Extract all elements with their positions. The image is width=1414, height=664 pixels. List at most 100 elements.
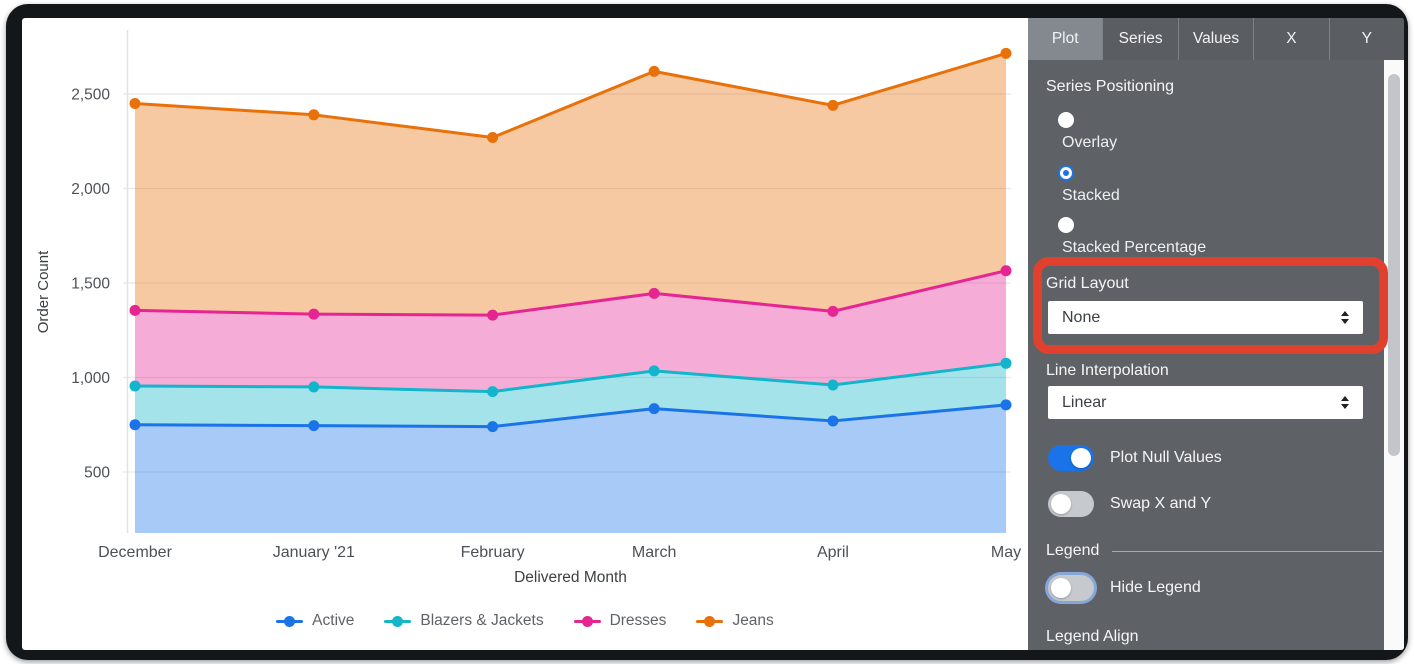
data-point[interactable]	[648, 403, 660, 415]
data-point[interactable]	[648, 365, 660, 377]
series-line-jeans	[133, 51, 1008, 139]
window-frame: 500 1,000 1,500 2,000 2,500 December January '…	[6, 4, 1408, 660]
plot-null-values-toggle[interactable]	[1048, 445, 1094, 471]
data-point[interactable]	[827, 379, 839, 391]
data-point[interactable]	[129, 419, 141, 431]
tab-x[interactable]: X	[1253, 18, 1328, 60]
legend-item-blazers-jackets[interactable]: Blazers & Jackets	[384, 612, 544, 630]
hide-legend-toggle[interactable]	[1048, 575, 1094, 601]
data-point[interactable]	[1000, 265, 1012, 277]
tab-y[interactable]: Y	[1328, 18, 1404, 60]
legend-marker-icon	[573, 615, 601, 627]
legend-section-divider	[1112, 551, 1382, 552]
data-point[interactable]	[1000, 399, 1012, 411]
area-band-active	[135, 404, 1006, 533]
series-line-blazers-jackets	[133, 361, 1008, 394]
legend-marker-icon	[696, 615, 724, 627]
legend-item-jeans[interactable]: Jeans	[696, 612, 774, 630]
data-point[interactable]	[308, 381, 320, 393]
radio-stacked-circle[interactable]	[1058, 165, 1074, 181]
y-axis-title: Order Count	[35, 250, 52, 333]
updown-arrows-icon	[1341, 311, 1349, 324]
line-interpolation-select[interactable]: Linear	[1048, 386, 1363, 419]
data-point[interactable]	[308, 420, 320, 432]
legend-marker-icon	[276, 615, 304, 627]
data-point[interactable]	[129, 97, 141, 109]
y-tick-label: 1,500	[71, 275, 110, 292]
x-tick-label: February	[461, 544, 525, 561]
data-point[interactable]	[827, 305, 839, 317]
data-point[interactable]	[487, 131, 499, 143]
plot-null-values-label: Plot Null Values	[1110, 449, 1222, 466]
data-point[interactable]	[648, 287, 660, 299]
data-point[interactable]	[487, 309, 499, 321]
radio-stacked-percentage-circle[interactable]	[1058, 217, 1074, 233]
data-point[interactable]	[487, 421, 499, 433]
line-interpolation-label: Line Interpolation	[1046, 362, 1169, 379]
data-point[interactable]	[487, 386, 499, 398]
legend-label: Active	[312, 612, 355, 629]
legend-align-label: Legend Align	[1046, 628, 1139, 645]
y-tick-label: 2,000	[71, 181, 110, 198]
data-point[interactable]	[129, 304, 141, 316]
swap-x-y-label: Swap X and Y	[1110, 495, 1212, 512]
radio-stacked-percentage[interactable]: Stacked Percentage	[1058, 217, 1206, 257]
legend-section-heading: Legend	[1046, 542, 1100, 559]
panel-body: Series Positioning Overlay Stacked Stack…	[1028, 60, 1384, 650]
data-point[interactable]	[129, 380, 141, 392]
data-point[interactable]	[308, 109, 320, 121]
swap-x-y-row: Swap X and Y	[1048, 491, 1211, 517]
chart-legend: Active Blazers & Jackets Dresses Jeans	[22, 606, 1028, 636]
hide-legend-label: Hide Legend	[1110, 579, 1201, 596]
data-point[interactable]	[827, 99, 839, 111]
chart-svg-holder: 500 1,000 1,500 2,000 2,500 December January '…	[22, 18, 1028, 650]
tab-plot[interactable]: Plot	[1028, 18, 1103, 60]
area-band-jeans	[135, 53, 1006, 316]
updown-arrows-icon	[1341, 396, 1349, 409]
panel-scrollbar-track[interactable]	[1384, 60, 1404, 650]
x-tick-label: December	[98, 544, 172, 561]
area-band-dresses	[135, 270, 1006, 392]
radio-overlay-circle[interactable]	[1058, 112, 1074, 128]
x-tick-label: May	[991, 544, 1021, 561]
series-line-active	[133, 403, 1008, 429]
legend-item-active[interactable]: Active	[276, 612, 354, 630]
data-point[interactable]	[827, 415, 839, 427]
panel-scrollbar-thumb[interactable]	[1388, 74, 1400, 456]
x-tick-label: April	[817, 544, 849, 561]
y-tick-label: 2,500	[71, 87, 110, 104]
data-point[interactable]	[1000, 357, 1012, 369]
radio-overlay[interactable]: Overlay	[1058, 112, 1117, 152]
x-tick-label: January '21	[273, 544, 355, 561]
grid-layout-label: Grid Layout	[1046, 275, 1129, 292]
settings-panel: Plot Series Values X Y Series Positionin…	[1028, 18, 1404, 650]
panel-tabbar: Plot Series Values X Y	[1028, 18, 1404, 60]
legend-item-dresses[interactable]: Dresses	[573, 612, 667, 630]
tab-values[interactable]: Values	[1177, 18, 1253, 60]
grid-layout-select-value: None	[1062, 308, 1101, 326]
radio-stacked-label: Stacked	[1062, 187, 1120, 204]
hide-legend-row: Hide Legend	[1048, 575, 1201, 601]
radio-overlay-label: Overlay	[1062, 134, 1118, 151]
series-positioning-heading: Series Positioning	[1046, 78, 1175, 95]
chart-region: 500 1,000 1,500 2,000 2,500 December January '…	[22, 18, 1028, 650]
chart-svg: 500 1,000 1,500 2,000 2,500 December January '…	[35, 30, 1021, 586]
data-point[interactable]	[648, 65, 660, 77]
series-line-dresses	[133, 269, 1008, 317]
data-point[interactable]	[308, 308, 320, 320]
legend-label: Blazers & Jackets	[420, 612, 544, 629]
tab-series[interactable]: Series	[1102, 18, 1177, 60]
plot-null-values-row: Plot Null Values	[1048, 445, 1222, 471]
area-band-blazers-jackets	[135, 363, 1006, 427]
radio-stacked[interactable]: Stacked	[1058, 165, 1120, 205]
data-point[interactable]	[1000, 47, 1012, 59]
legend-label: Dresses	[609, 612, 667, 629]
radio-stacked-percentage-label: Stacked Percentage	[1062, 239, 1207, 256]
y-tick-label: 1,000	[71, 370, 110, 387]
swap-x-y-toggle[interactable]	[1048, 491, 1094, 517]
x-axis-title: Delivered Month	[514, 569, 627, 586]
window-content: 500 1,000 1,500 2,000 2,500 December January '…	[22, 18, 1404, 650]
grid-layout-select[interactable]: None	[1048, 301, 1363, 334]
y-tick-label: 500	[84, 464, 110, 481]
